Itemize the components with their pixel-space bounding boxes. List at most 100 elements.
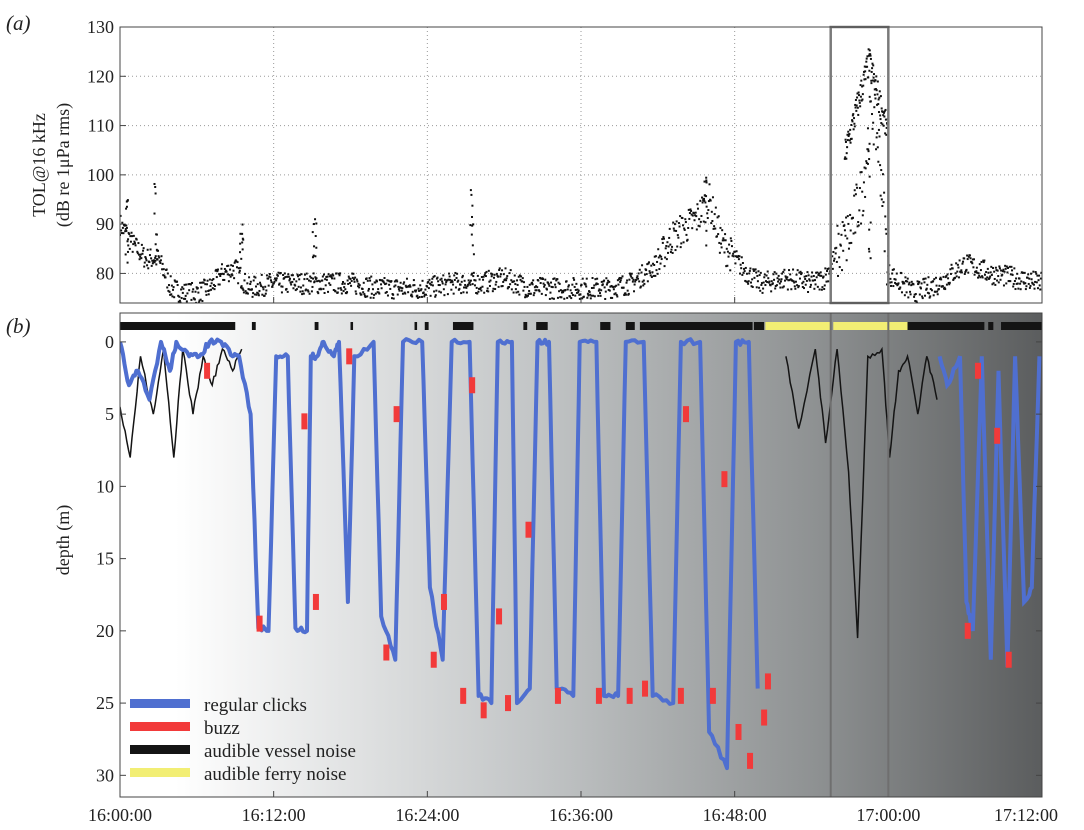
panel-a-y-tick-label: 80 bbox=[96, 263, 114, 283]
panel-a-point bbox=[317, 279, 320, 282]
panel-a-point bbox=[358, 284, 361, 287]
panel-a-point bbox=[243, 279, 246, 282]
panel-a-point bbox=[675, 220, 678, 223]
panel-a-point bbox=[235, 260, 238, 263]
panel-a-point bbox=[180, 288, 183, 291]
panel-a-point bbox=[850, 241, 853, 244]
panel-a-point bbox=[791, 279, 794, 282]
panel-a-point bbox=[1036, 274, 1039, 277]
panel-a-point bbox=[707, 200, 710, 203]
panel-a-point bbox=[600, 289, 603, 292]
panel-a-point bbox=[973, 258, 976, 261]
panel-a-point bbox=[984, 277, 987, 280]
panel-a-point bbox=[997, 281, 1000, 284]
panel-a-point bbox=[259, 283, 262, 286]
panel-a-point bbox=[968, 254, 971, 257]
panel-a-point bbox=[480, 289, 483, 292]
panel-a-point bbox=[322, 273, 325, 276]
panel-a-point bbox=[482, 278, 485, 281]
panel-a-point bbox=[834, 247, 837, 250]
panel-a-point bbox=[863, 65, 866, 68]
panel-a-point bbox=[343, 282, 346, 285]
noise-band-vessel bbox=[988, 322, 994, 330]
panel-a-point bbox=[315, 277, 318, 280]
panel-a-point bbox=[815, 276, 818, 279]
panel-a-point bbox=[1018, 277, 1021, 280]
panel-a-point bbox=[838, 256, 841, 259]
panel-a-point bbox=[851, 119, 854, 122]
panel-a-point bbox=[182, 287, 185, 290]
panel-a-point bbox=[708, 183, 711, 186]
panel-a-point bbox=[895, 282, 898, 285]
panel-a-point bbox=[574, 294, 577, 297]
panel-a-point bbox=[329, 283, 332, 286]
panel-a-point bbox=[339, 272, 342, 275]
panel-a-point bbox=[703, 199, 706, 202]
panel-a-point bbox=[1010, 265, 1013, 268]
panel-a-point bbox=[390, 280, 393, 283]
panel-a-point bbox=[699, 199, 702, 202]
panel-a-point bbox=[262, 288, 265, 291]
panel-a-point bbox=[775, 284, 778, 287]
panel-a-point bbox=[624, 293, 627, 296]
panel-a-point bbox=[269, 276, 272, 279]
panel-a-point bbox=[611, 296, 614, 299]
panel-a-point bbox=[871, 79, 874, 82]
panel-a-point bbox=[613, 293, 616, 296]
panel-a-point bbox=[471, 204, 474, 207]
panel-a-point bbox=[328, 282, 331, 285]
panel-a-point bbox=[219, 273, 222, 276]
panel-a-point bbox=[1039, 277, 1042, 280]
panel-a-point bbox=[742, 271, 745, 274]
panel-a-point bbox=[577, 291, 580, 294]
panel-a-point bbox=[423, 293, 426, 296]
panel-a-point bbox=[864, 70, 867, 73]
panel-a-point bbox=[883, 250, 886, 253]
panel-a-point bbox=[677, 222, 680, 225]
panel-a-point bbox=[589, 293, 592, 296]
panel-a-point bbox=[960, 271, 963, 274]
panel-a-point bbox=[977, 272, 980, 275]
panel-a-point bbox=[361, 287, 364, 290]
panel-b-y-tick-label: 0 bbox=[105, 332, 114, 352]
panel-a-point bbox=[185, 283, 188, 286]
panel-a-point bbox=[880, 122, 883, 125]
panel-a-point bbox=[430, 283, 433, 286]
panel-a-point bbox=[396, 293, 399, 296]
panel-a-point bbox=[514, 283, 517, 286]
panel-a-point bbox=[698, 218, 701, 221]
panel-a-point bbox=[467, 279, 470, 282]
panel-a-point bbox=[810, 275, 813, 278]
panel-a-point bbox=[616, 295, 619, 298]
panel-a-point bbox=[481, 285, 484, 288]
panel-a-point bbox=[872, 143, 875, 146]
panel-a-point bbox=[495, 272, 498, 275]
panel-a-point bbox=[238, 269, 241, 272]
panel-a-point bbox=[877, 98, 880, 101]
panel-a-point bbox=[745, 272, 748, 275]
panel-a-point bbox=[690, 209, 693, 212]
panel-a-point bbox=[412, 284, 415, 287]
panel-a-point bbox=[842, 249, 845, 252]
panel-a-point bbox=[671, 251, 674, 254]
panel-a-point bbox=[639, 285, 642, 288]
panel-a-point bbox=[881, 173, 884, 176]
panel-a-point bbox=[369, 279, 372, 282]
panel-a-point bbox=[871, 62, 874, 65]
panel-a-point bbox=[687, 208, 690, 211]
panel-a-point bbox=[560, 291, 563, 294]
panel-a-point bbox=[642, 279, 645, 282]
panel-a-point bbox=[860, 222, 863, 225]
panel-a-point bbox=[488, 280, 491, 283]
panel-a-point bbox=[845, 152, 848, 155]
panel-a-point bbox=[998, 265, 1001, 268]
panel-a-point bbox=[220, 263, 223, 266]
panel-a-point bbox=[605, 277, 608, 280]
panel-a-point bbox=[944, 288, 947, 291]
panel-a-point bbox=[982, 259, 985, 262]
panel-a-point bbox=[667, 251, 670, 254]
panel-a-point bbox=[520, 275, 523, 278]
panel-a-point bbox=[978, 263, 981, 266]
panel-a-point bbox=[864, 195, 867, 198]
panel-a-point bbox=[303, 273, 306, 276]
